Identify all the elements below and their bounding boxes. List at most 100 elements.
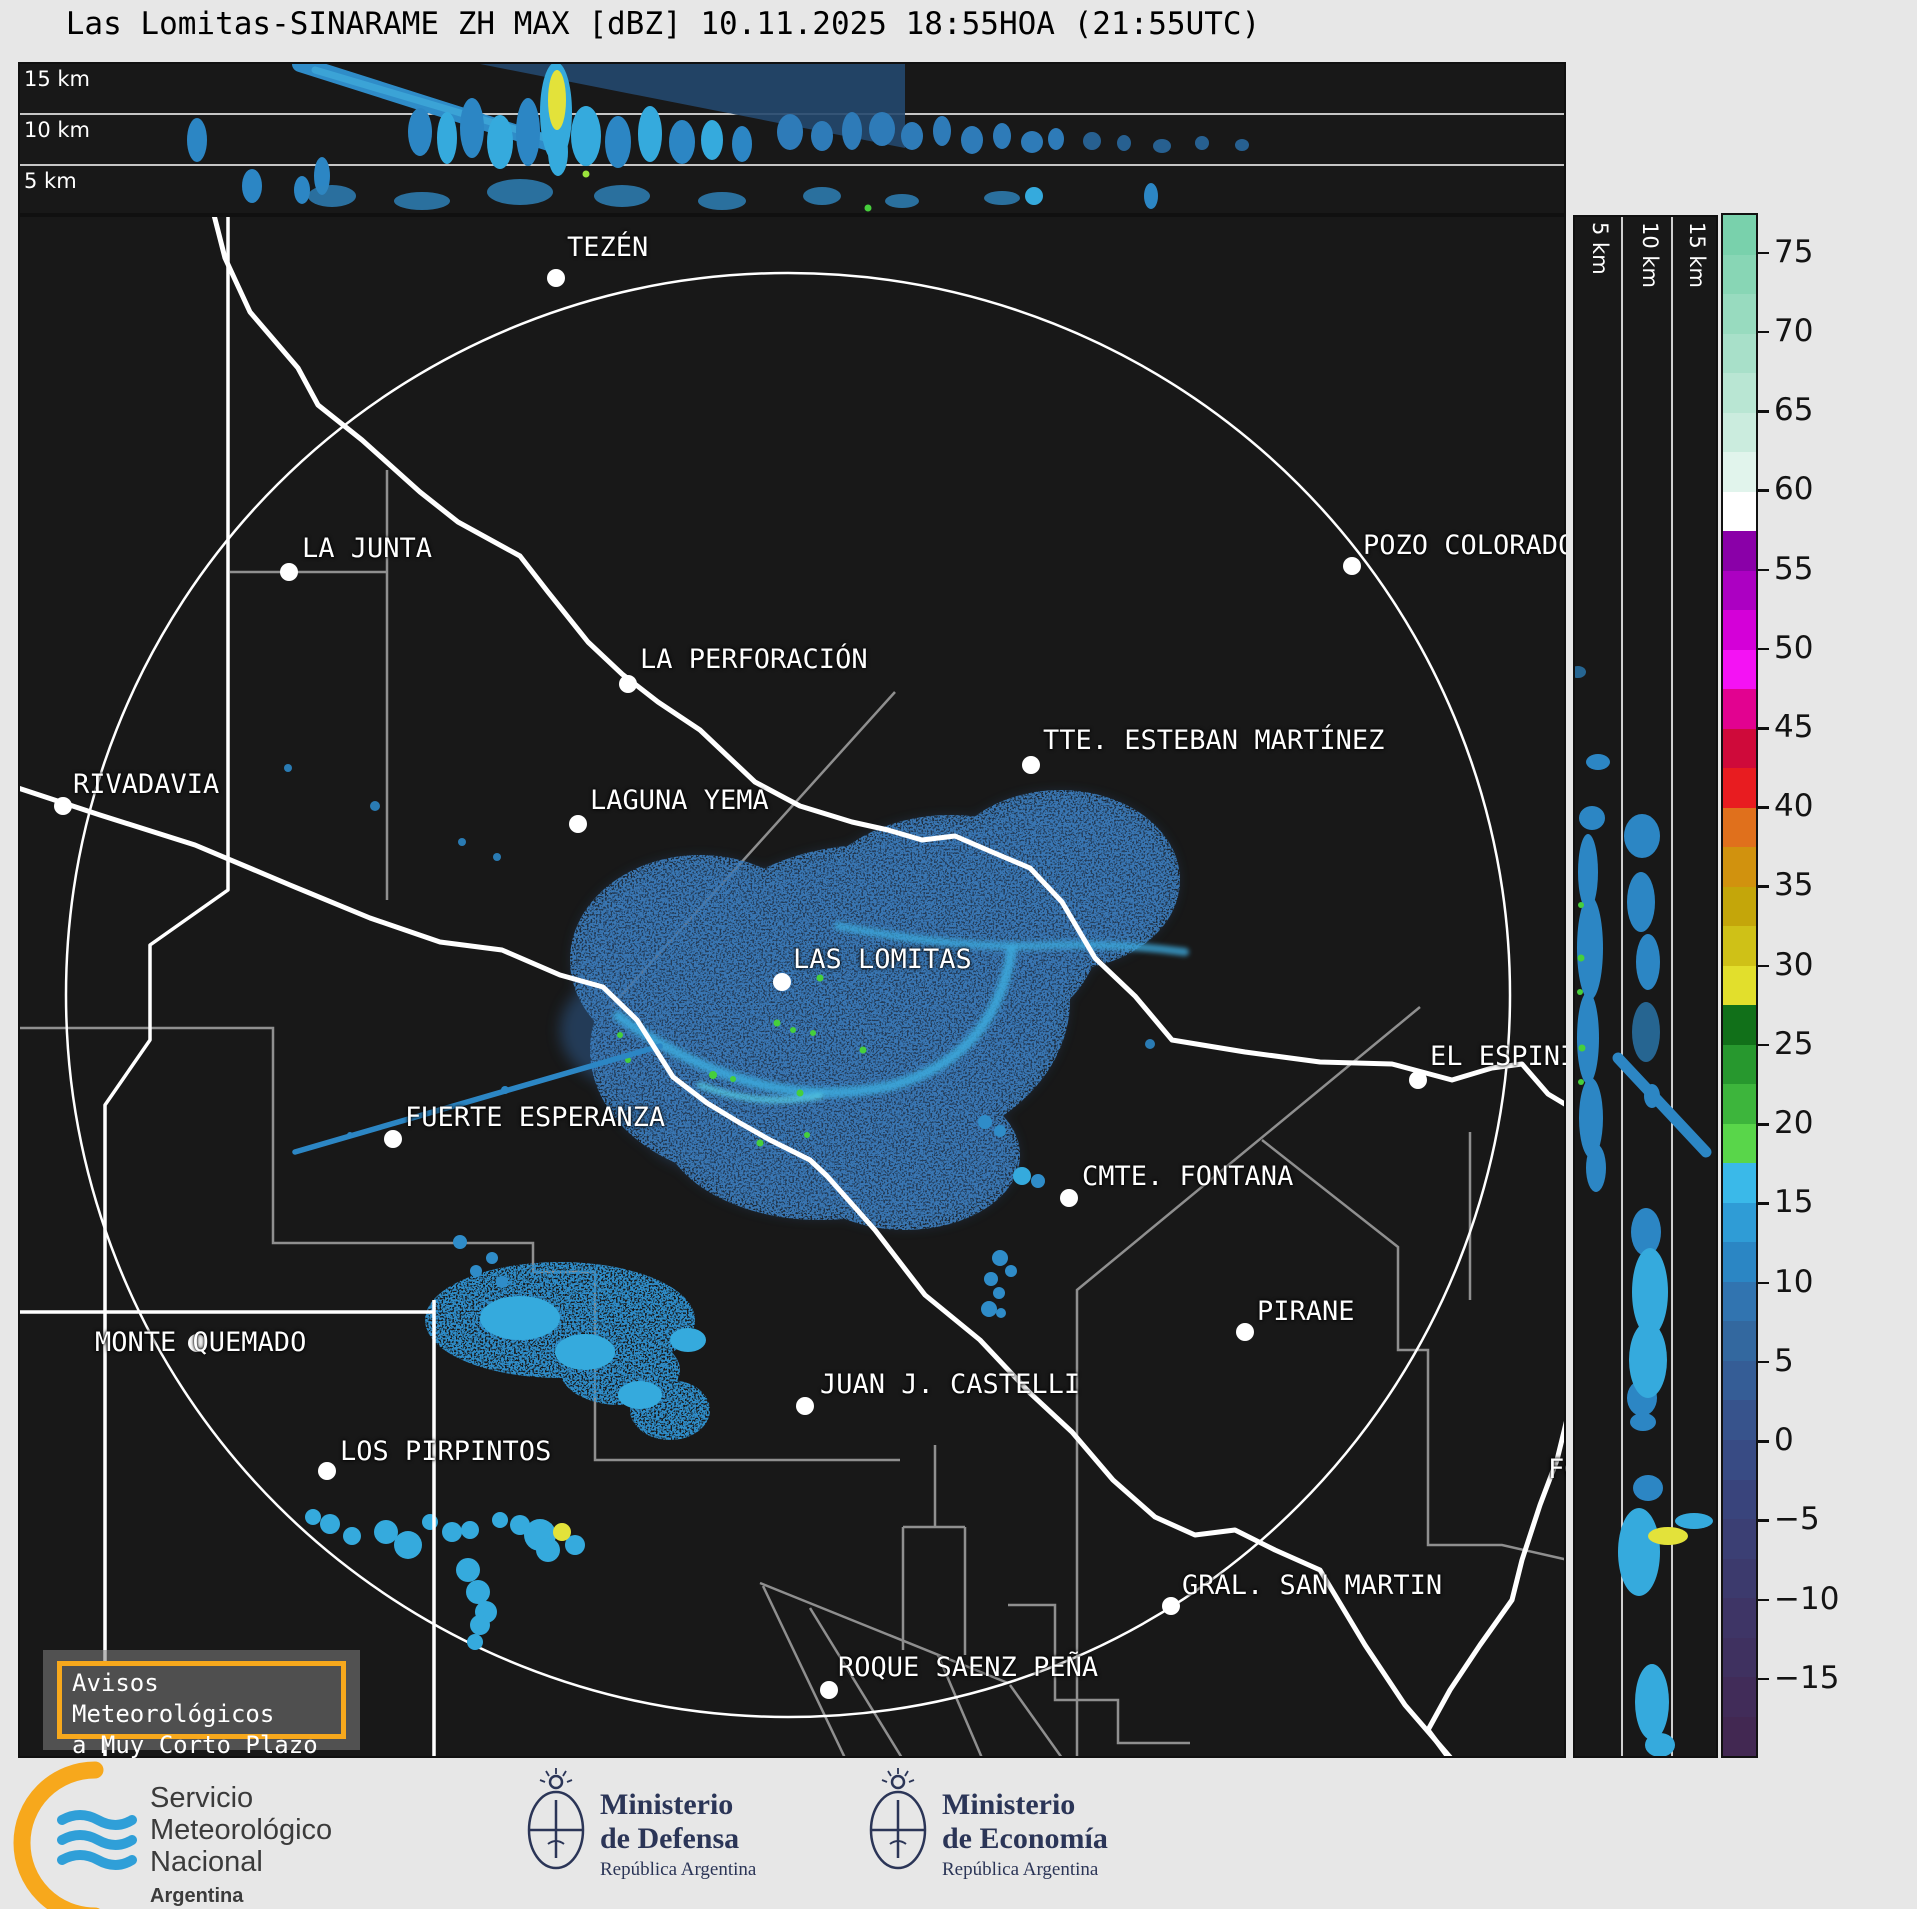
colorbar-ticklabel: 60 (1774, 471, 1884, 507)
colorbar-ticklabel: 30 (1774, 947, 1884, 983)
colorbar-ticklabel: −5 (1774, 1501, 1884, 1537)
colorbar-ticklabel: −10 (1774, 1581, 1884, 1617)
colorbar-band (1723, 1203, 1756, 1243)
colorbar-band (1723, 1124, 1756, 1164)
colorbar-band (1723, 1321, 1756, 1361)
colorbar-band (1723, 729, 1756, 769)
colorbar-band (1723, 215, 1756, 255)
colorbar-band (1723, 1638, 1756, 1678)
colorbar-ticklabel: 15 (1774, 1184, 1884, 1220)
colorbar-band (1723, 689, 1756, 729)
colorbar-band (1723, 1361, 1756, 1401)
radar-screenshot-root: Las Lomitas-SINARAME ZH MAX [dBZ] 10.11.… (0, 0, 1917, 1909)
smn-line-3: Nacional (150, 1846, 332, 1878)
colorbar-tickmark (1758, 648, 1769, 651)
colorbar-ticklabel: 20 (1774, 1105, 1884, 1141)
colorbar-tickmark (1758, 489, 1769, 492)
colorbar-band (1723, 413, 1756, 453)
colorbar-ticklabel: 5 (1774, 1343, 1884, 1379)
colorbar-band (1723, 571, 1756, 611)
defensa-coat-of-arms (529, 1768, 583, 1868)
smn-logo (22, 1770, 132, 1909)
colorbar-band (1723, 1677, 1756, 1717)
colorbar-ticklabel: 40 (1774, 788, 1884, 824)
side-panel-label-10km: 10 km (1638, 222, 1662, 288)
economia-line-2: de Economía (942, 1822, 1108, 1856)
colorbar-band (1723, 1598, 1756, 1638)
colorbar-band (1723, 334, 1756, 374)
colorbar-band (1723, 966, 1756, 1006)
defensa-sub: República Argentina (600, 1859, 756, 1881)
colorbar-band (1723, 1440, 1756, 1480)
colorbar-ticklabel: 50 (1774, 630, 1884, 666)
colorbar-ticklabel: 10 (1774, 1264, 1884, 1300)
colorbar-tickmark (1758, 885, 1769, 888)
colorbar-tickmark (1758, 1282, 1769, 1285)
colorbar-band (1723, 926, 1756, 966)
colorbar-band (1723, 847, 1756, 887)
colorbar-band (1723, 373, 1756, 413)
page-title: Las Lomitas-SINARAME ZH MAX [dBZ] 10.11.… (18, 6, 1308, 42)
colorbar-band (1723, 1242, 1756, 1282)
ministry-economia-wordmark: Ministerio de Economía República Argenti… (942, 1788, 1108, 1881)
economia-line-1: Ministerio (942, 1788, 1108, 1822)
colorbar-ticklabel: 55 (1774, 551, 1884, 587)
colorbar-band (1723, 1005, 1756, 1045)
smn-country: Argentina (150, 1880, 332, 1909)
colorbar-ticklabel: 70 (1774, 313, 1884, 349)
colorbar-ticklabel: 75 (1774, 234, 1884, 270)
colorbar-band (1723, 452, 1756, 492)
colorbar-band (1723, 650, 1756, 690)
colorbar (1721, 213, 1758, 1758)
colorbar-tickmark (1758, 1202, 1769, 1205)
colorbar-tickmark (1758, 252, 1769, 255)
colorbar-band (1723, 768, 1756, 808)
economia-coat-of-arms (871, 1768, 925, 1868)
top-panel-label-10km: 10 km (24, 118, 90, 142)
colorbar-band (1723, 1163, 1756, 1203)
colorbar-ticklabel: 65 (1774, 392, 1884, 428)
ministry-defensa-wordmark: Ministerio de Defensa República Argentin… (600, 1788, 756, 1881)
colorbar-tickmark (1758, 1678, 1769, 1681)
smn-wordmark: Servicio Meteorológico Nacional Argentin… (150, 1782, 332, 1909)
colorbar-band (1723, 1084, 1756, 1124)
defensa-line-1: Ministerio (600, 1788, 756, 1822)
colorbar-band (1723, 1559, 1756, 1599)
top-panel-label-15km: 15 km (24, 67, 90, 91)
colorbar-ticklabel: 45 (1774, 709, 1884, 745)
colorbar-band (1723, 1400, 1756, 1440)
colorbar-tickmark (1758, 1519, 1769, 1522)
top-cross-section-panel (18, 62, 1566, 215)
colorbar-tickmark (1758, 1123, 1769, 1126)
colorbar-tickmark (1758, 1044, 1769, 1047)
colorbar-tickmark (1758, 806, 1769, 809)
colorbar-tickmark (1758, 1361, 1769, 1364)
radar-map-panel (18, 215, 1566, 1758)
colorbar-ticklabel: 35 (1774, 867, 1884, 903)
colorbar-band (1723, 255, 1756, 295)
colorbar-band (1723, 1282, 1756, 1322)
smn-line-2: Meteorológico (150, 1814, 332, 1846)
colorbar-tickmark (1758, 1599, 1769, 1602)
colorbar-band (1723, 1045, 1756, 1085)
colorbar-band (1723, 492, 1756, 532)
footer-logos: Servicio Meteorológico Nacional Argentin… (0, 1758, 1917, 1909)
colorbar-tickmark (1758, 331, 1769, 334)
colorbar-ticklabel: 25 (1774, 1026, 1884, 1062)
colorbar-band (1723, 610, 1756, 650)
colorbar-band (1723, 294, 1756, 334)
colorbar-tickmark (1758, 727, 1769, 730)
defensa-line-2: de Defensa (600, 1822, 756, 1856)
colorbar-band (1723, 1480, 1756, 1520)
colorbar-band (1723, 1519, 1756, 1559)
side-panel-label-5km: 5 km (1588, 222, 1612, 275)
colorbar-tickmark (1758, 410, 1769, 413)
colorbar-band (1723, 531, 1756, 571)
colorbar-tickmark (1758, 965, 1769, 968)
colorbar-band (1723, 1717, 1756, 1757)
smn-line-1: Servicio (150, 1782, 332, 1814)
colorbar-tickmark (1758, 569, 1769, 572)
colorbar-ticklabel: −15 (1774, 1660, 1884, 1696)
top-panel-label-5km: 5 km (24, 169, 77, 193)
colorbar-band (1723, 887, 1756, 927)
